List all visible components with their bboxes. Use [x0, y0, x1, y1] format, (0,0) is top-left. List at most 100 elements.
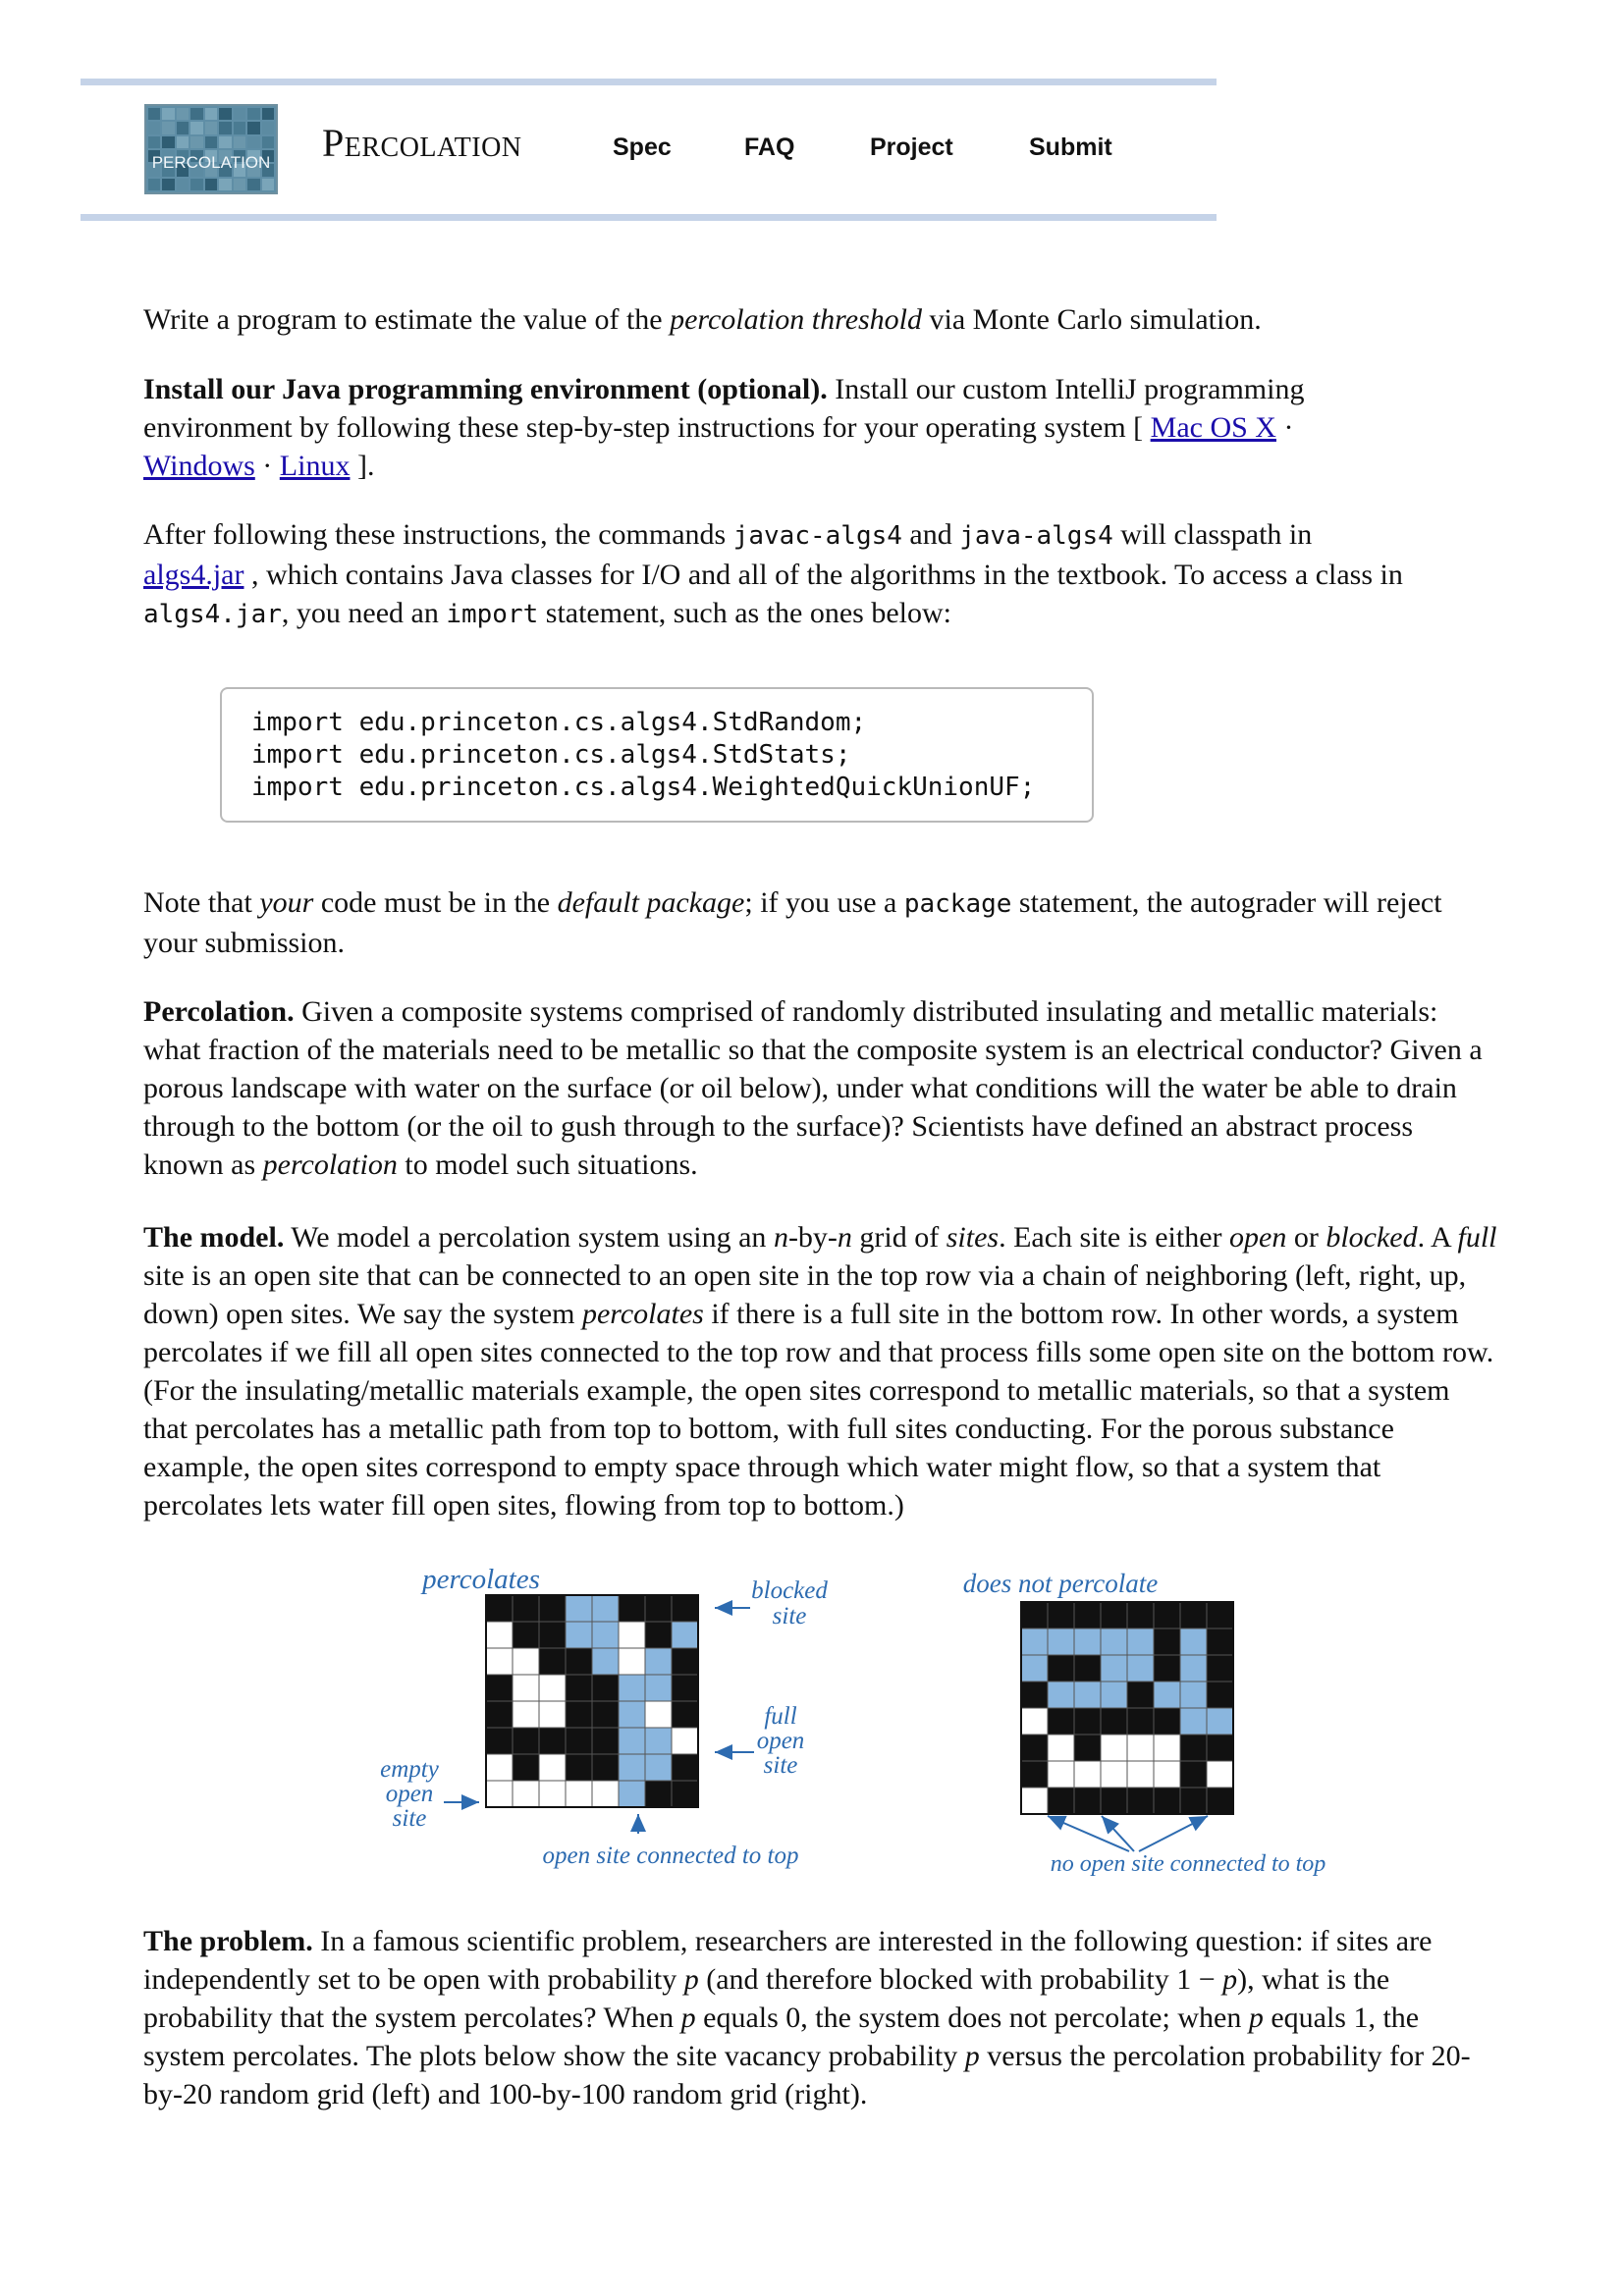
percolates-site [565, 1647, 593, 1676]
percolates-grid-border [485, 1594, 699, 1808]
no-percolate-site [1020, 1654, 1049, 1682]
no-percolate-site [1073, 1628, 1102, 1656]
problem-paragraph: The problem. In a famous scientific prob… [143, 1925, 1471, 2110]
percolates-site [671, 1753, 699, 1782]
no-percolate-site [1153, 1601, 1181, 1629]
no-percolate-site [1179, 1760, 1208, 1789]
full-site-label-1: full [764, 1703, 796, 1730]
percolates-site [671, 1594, 699, 1623]
percolates-site [565, 1594, 593, 1623]
percolates-site [485, 1647, 514, 1676]
percolates-site [512, 1594, 540, 1623]
no-percolate-site [1153, 1760, 1181, 1789]
no-percolate-site [1126, 1787, 1155, 1815]
percolates-site [644, 1780, 673, 1808]
percolates-site [538, 1647, 567, 1676]
percolates-site [538, 1674, 567, 1702]
percolates-site [618, 1727, 646, 1755]
empty-site-label-3: site [393, 1805, 427, 1832]
no-percolate-site [1206, 1734, 1234, 1762]
percolates-site [671, 1621, 699, 1649]
percolates-site [512, 1753, 540, 1782]
no-percolate-site [1126, 1601, 1155, 1629]
no-percolate-grid [1020, 1601, 1234, 1815]
no-percolate-site [1047, 1601, 1075, 1629]
nav-faq[interactable]: FAQ [744, 133, 795, 161]
no-percolate-site [1020, 1707, 1049, 1735]
percolates-site [644, 1594, 673, 1623]
percolates-site [565, 1621, 593, 1649]
no-percolate-site [1047, 1787, 1075, 1815]
percolates-site [591, 1621, 620, 1649]
no-percolate-site [1179, 1707, 1208, 1735]
percolates-site [538, 1753, 567, 1782]
percolates-site [671, 1674, 699, 1702]
intro-paragraph: Write a program to estimate the value of… [143, 303, 1262, 336]
no-percolate-site [1179, 1654, 1208, 1682]
link-mac-os-x[interactable]: Mac OS X [1150, 411, 1276, 444]
percolates-site [565, 1700, 593, 1729]
no-percolate-site [1073, 1734, 1102, 1762]
percolates-site [538, 1780, 567, 1808]
percolates-site [618, 1780, 646, 1808]
no-connect-arrow-3 [1138, 1815, 1209, 1852]
nav-project[interactable]: Project [870, 133, 953, 161]
no-percolate-site [1206, 1760, 1234, 1789]
model-heading: The model. [143, 1221, 285, 1254]
no-percolate-grid-border [1020, 1601, 1234, 1815]
percolates-site [671, 1727, 699, 1755]
no-percolate-site [1206, 1628, 1234, 1656]
percolates-site [618, 1700, 646, 1729]
classpath-paragraph: After following these instructions, the … [143, 518, 1403, 629]
full-site-label-3: site [764, 1752, 798, 1779]
percolates-site [538, 1621, 567, 1649]
no-percolate-site [1100, 1707, 1128, 1735]
empty-site-label-2: open [386, 1781, 434, 1807]
percolates-site [485, 1621, 514, 1649]
code-line: import edu.princeton.cs.algs4.WeightedQu… [251, 773, 1036, 802]
right-caption: no open site connected to top [1051, 1851, 1326, 1877]
no-percolate-site [1100, 1681, 1128, 1709]
percolates-site [671, 1647, 699, 1676]
no-percolate-site [1073, 1760, 1102, 1789]
page-title: Percolation [322, 121, 522, 165]
no-percolate-site [1206, 1707, 1234, 1735]
percolates-site [538, 1594, 567, 1623]
full-site-label-2: open [757, 1728, 805, 1754]
no-percolate-site [1153, 1707, 1181, 1735]
percolates-site [644, 1727, 673, 1755]
percolates-site [644, 1674, 673, 1702]
percolates-site [485, 1674, 514, 1702]
no-percolate-site [1179, 1787, 1208, 1815]
no-percolate-site [1047, 1628, 1075, 1656]
percolates-site [644, 1621, 673, 1649]
link-algs4-jar[interactable]: algs4.jar [143, 559, 244, 591]
no-percolate-site [1100, 1628, 1128, 1656]
no-percolate-site [1206, 1787, 1234, 1815]
percolates-site [512, 1621, 540, 1649]
percolates-site [565, 1753, 593, 1782]
percolates-site [591, 1594, 620, 1623]
percolates-site [512, 1780, 540, 1808]
no-percolate-site [1206, 1654, 1234, 1682]
header-bottom-rule [81, 214, 1217, 221]
link-linux[interactable]: Linux [279, 450, 351, 482]
link-windows[interactable]: Windows [143, 450, 255, 482]
import-code-block: import edu.princeton.cs.algs4.StdRandom;… [220, 687, 1094, 823]
no-percolate-site [1047, 1681, 1075, 1709]
no-percolate-site [1206, 1681, 1234, 1709]
no-percolate-site [1073, 1654, 1102, 1682]
percolation-logo[interactable]: PERCOLATION [144, 104, 278, 194]
percolates-site [565, 1674, 593, 1702]
nav-spec[interactable]: Spec [613, 133, 672, 161]
no-percolate-site [1100, 1787, 1128, 1815]
install-paragraph: Install our Java programming environment… [143, 373, 1305, 482]
nav-submit[interactable]: Submit [1029, 133, 1112, 161]
percolates-site [485, 1727, 514, 1755]
percolates-site [512, 1700, 540, 1729]
percolates-site [538, 1700, 567, 1729]
model-paragraph: The model. We model a percolation system… [143, 1221, 1497, 1522]
problem-heading: The problem. [143, 1925, 313, 1957]
no-percolate-site [1206, 1601, 1234, 1629]
no-percolate-site [1126, 1681, 1155, 1709]
